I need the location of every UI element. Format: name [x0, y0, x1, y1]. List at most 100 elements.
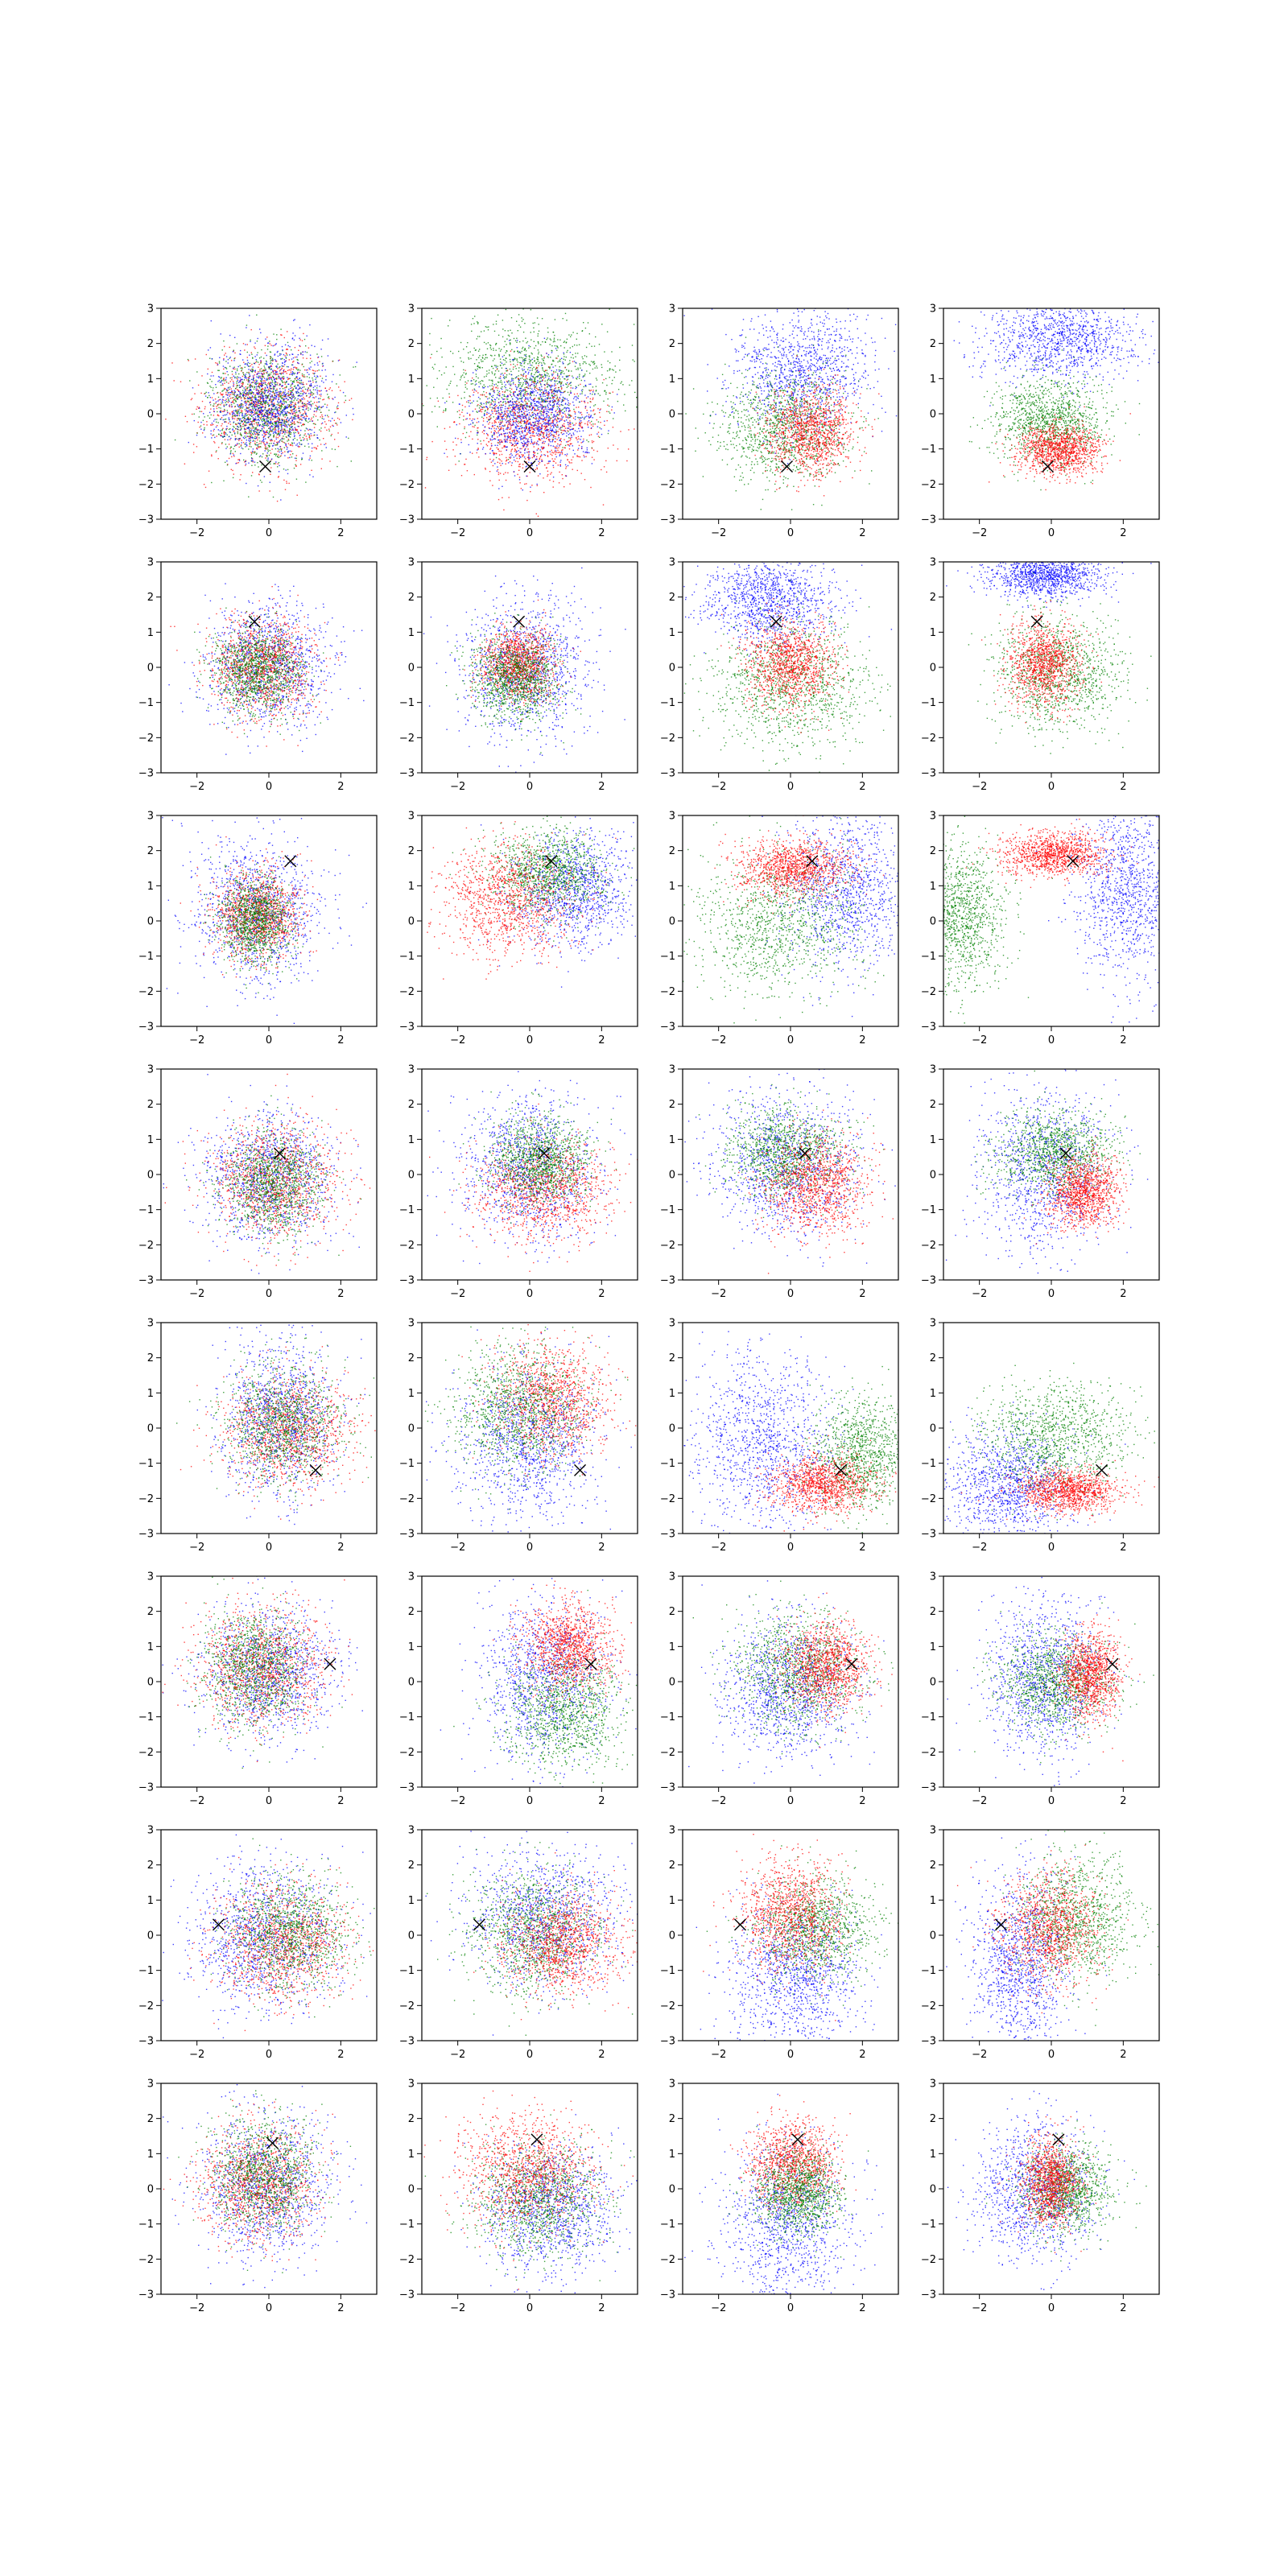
data-point [230, 392, 231, 393]
data-point [463, 419, 464, 420]
data-point [257, 352, 258, 353]
data-point [234, 432, 235, 433]
series-green [421, 308, 638, 461]
data-point [461, 412, 462, 413]
marker-x [260, 461, 271, 473]
data-point [604, 351, 605, 352]
data-point [243, 374, 244, 375]
data-point [308, 348, 309, 349]
data-point [476, 390, 477, 391]
data-point [228, 374, 229, 375]
data-point [252, 433, 253, 434]
data-point [569, 362, 570, 363]
data-point [283, 393, 284, 394]
data-point [534, 348, 535, 349]
data-point [271, 409, 272, 410]
data-point [267, 397, 268, 398]
data-point [526, 386, 527, 387]
data-point [608, 398, 609, 399]
data-point [246, 408, 247, 409]
data-point [530, 360, 531, 361]
data-point [570, 438, 571, 439]
data-point [235, 396, 236, 397]
data-point [293, 367, 294, 368]
data-point [204, 393, 205, 394]
data-point [269, 405, 270, 406]
data-point [225, 448, 226, 449]
data-point [538, 349, 539, 350]
data-point [631, 380, 632, 381]
data-point [232, 415, 233, 416]
data-point [210, 424, 211, 425]
data-point [272, 391, 273, 392]
data-point [261, 393, 262, 394]
data-point [241, 410, 242, 411]
data-point [319, 406, 320, 407]
data-point [485, 396, 486, 397]
data-point [273, 345, 274, 346]
data-point [188, 442, 189, 443]
data-point [605, 378, 606, 379]
data-point [241, 445, 242, 446]
data-point [261, 382, 262, 383]
data-point [489, 394, 490, 395]
data-point [319, 394, 320, 395]
data-point [288, 366, 289, 367]
data-point [540, 384, 541, 385]
data-point [486, 417, 487, 418]
data-point [188, 360, 189, 361]
data-point [229, 421, 230, 422]
data-point [293, 357, 294, 358]
data-point [319, 429, 320, 430]
data-point [466, 346, 467, 347]
data-point [224, 346, 225, 347]
data-point [550, 366, 551, 367]
data-point [463, 361, 464, 362]
data-point [273, 400, 274, 401]
data-point [252, 402, 253, 403]
data-point [239, 459, 240, 460]
data-point [505, 360, 506, 361]
data-point [528, 401, 529, 402]
data-point [485, 343, 486, 344]
data-point [522, 347, 523, 348]
data-point [295, 410, 296, 411]
data-point [271, 382, 272, 383]
data-point [486, 327, 487, 328]
data-point [511, 349, 512, 350]
data-point [280, 408, 281, 409]
data-point [267, 383, 268, 384]
data-point [257, 410, 258, 411]
data-point [267, 371, 268, 372]
data-point [532, 457, 533, 458]
data-point [256, 436, 257, 437]
data-point [204, 408, 205, 409]
data-point [623, 404, 624, 405]
data-point [611, 351, 612, 352]
data-point [281, 411, 282, 412]
data-point [270, 412, 271, 413]
data-point [265, 407, 266, 408]
data-point [274, 463, 275, 464]
data-point [258, 429, 259, 430]
data-point [306, 418, 307, 419]
data-point [248, 380, 249, 381]
data-point [273, 436, 274, 437]
data-point [252, 472, 253, 473]
data-point [256, 433, 257, 434]
data-point [282, 439, 283, 440]
data-point [563, 370, 564, 371]
data-point [326, 430, 327, 431]
data-point [550, 344, 551, 345]
data-point [474, 474, 475, 475]
data-point [249, 315, 250, 316]
data-point [235, 463, 236, 464]
data-point [508, 335, 509, 336]
data-point [245, 446, 246, 447]
data-point [559, 366, 560, 367]
data-point [292, 332, 293, 333]
data-point [288, 439, 289, 440]
data-point [582, 358, 583, 359]
data-point [542, 367, 543, 368]
data-point [217, 392, 218, 393]
